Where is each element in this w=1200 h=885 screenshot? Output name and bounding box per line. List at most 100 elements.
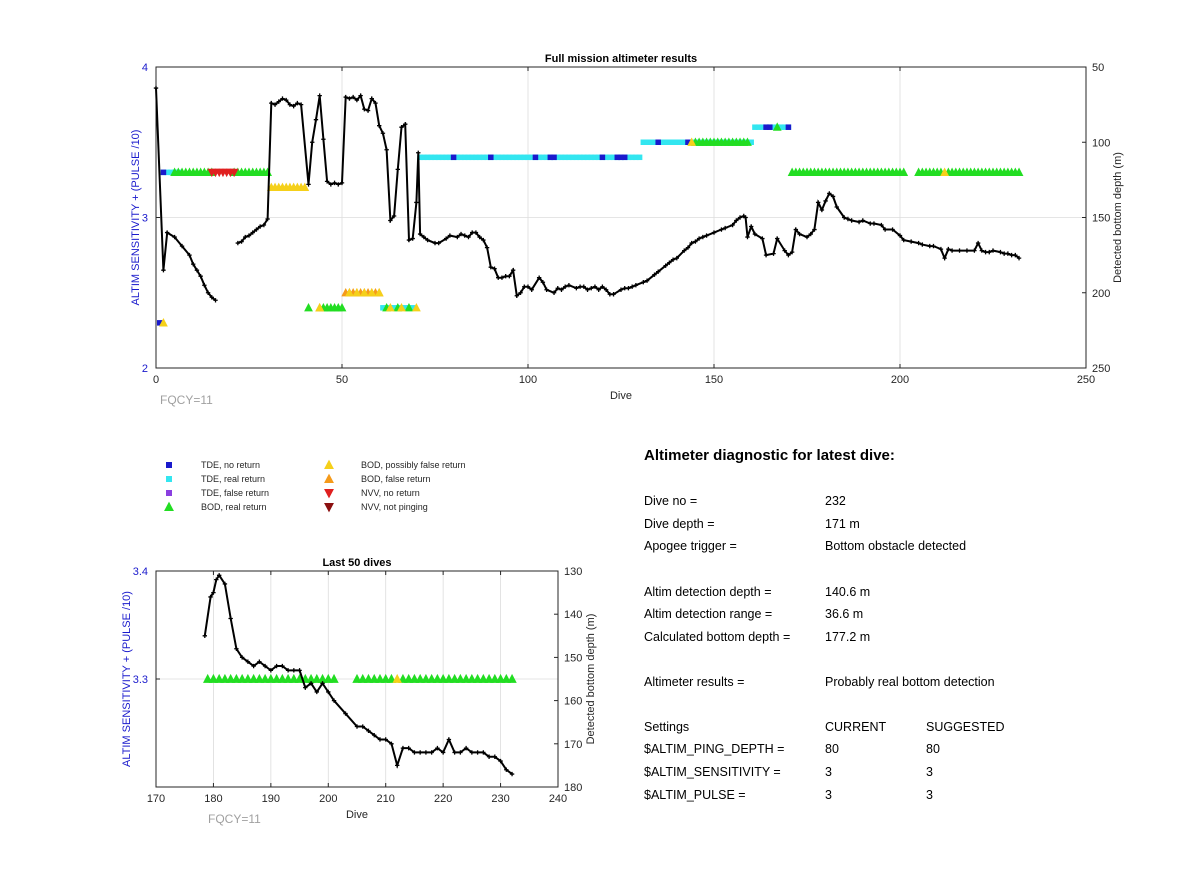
altimeter-marker <box>385 303 395 312</box>
bottom-depth-point <box>704 233 709 238</box>
bottom-depth-point <box>589 286 594 291</box>
settings-name: $ALTIM_SENSITIVITY = <box>644 765 781 779</box>
y2-tick-label: 150 <box>1092 213 1110 225</box>
bottom-depth-line <box>203 573 513 775</box>
bottom-depth-point <box>187 252 192 258</box>
bottom-depth-point <box>377 737 383 742</box>
bottom-depth-point <box>208 594 213 600</box>
bottom-depth-point <box>498 758 503 764</box>
bottom-depth-point <box>946 246 951 252</box>
bottom-depth-point <box>463 745 469 751</box>
bottom-depth-point <box>481 750 486 755</box>
bottom-depth-point <box>563 284 568 289</box>
bottom-depth-point <box>331 698 337 703</box>
bottom-depth-point <box>458 750 463 755</box>
bottom-depth-point <box>797 231 802 237</box>
bottom-depth-point <box>525 284 531 289</box>
altimeter-marker <box>424 154 431 161</box>
altimeter-marker <box>651 139 658 145</box>
settings-header: CURRENT <box>825 720 887 734</box>
altimeter-marker <box>781 124 788 130</box>
full-mission-chart: 0 50 100 150 200 250 2 3 4 50 100 150 200 250 Full mis… <box>130 53 1124 407</box>
bottom-depth-point <box>522 284 527 289</box>
y-axis-label: ALTIM SENSITIVITY + (PULSE /10) <box>130 130 142 306</box>
altimeter-marker <box>159 318 168 327</box>
bottom-depth-point <box>443 236 449 241</box>
bottom-depth-point <box>332 180 337 186</box>
legend-label: TDE, no return <box>201 460 260 470</box>
legend-label: TDE, real return <box>201 474 265 484</box>
altimeter-marker <box>428 154 435 161</box>
bottom-depth-point <box>161 267 166 273</box>
diagnostic-value: 140.6 m <box>825 585 871 599</box>
altimeter-marker <box>785 124 792 130</box>
altimeter-marker <box>772 122 782 131</box>
altimeter-marker <box>454 154 461 161</box>
bottom-depth-point <box>440 750 446 755</box>
altimeter-marker <box>655 139 661 145</box>
bottom-depth-point <box>198 273 203 279</box>
bottom-depth-point <box>211 590 216 595</box>
altimeter-marker <box>595 154 602 161</box>
altimeter-marker <box>160 169 167 176</box>
bottom-depth-point <box>682 248 687 253</box>
bottom-depth-point <box>153 85 159 91</box>
altimeter-marker <box>156 320 163 326</box>
diagnostic-value: 171 m <box>825 517 860 531</box>
bottom-depth-point <box>979 248 985 253</box>
bottom-depth-point <box>600 284 605 289</box>
bottom-depth-point <box>314 689 319 695</box>
bottom-depth-point <box>752 231 758 237</box>
altimeter-marker <box>584 154 591 161</box>
altimeter-marker <box>1014 167 1024 176</box>
bottom-depth-point <box>719 227 724 232</box>
altimeter-marker <box>367 287 377 297</box>
y2-tick-label: 200 <box>1092 288 1110 300</box>
bottom-depth-point <box>466 234 471 240</box>
bottom-depth-point <box>1013 252 1018 258</box>
altimeter-marker <box>543 154 550 161</box>
altimeter-marker <box>562 154 568 161</box>
altimeter-marker <box>759 124 766 130</box>
diagnostic-title: Altimeter diagnostic for latest dive: <box>644 447 895 464</box>
bottom-depth-point <box>432 240 438 246</box>
legend: TDE, no return TDE, real return TDE, false… <box>164 459 466 513</box>
last-50-dives-chart: 170 180 190 200 210 220 230 240 3.3 3.4 130 140 150 1… <box>121 557 597 826</box>
y-tick-label: 3 <box>142 213 148 225</box>
bottom-depth-point <box>447 233 453 238</box>
bottom-depth-point <box>412 750 417 755</box>
bottom-depth-series <box>202 573 515 777</box>
bottom-depth-point <box>435 745 440 751</box>
altimeter-marker <box>603 154 609 161</box>
settings-name: $ALTIM_PING_DEPTH = <box>644 742 785 756</box>
altimeter-marker <box>462 154 468 161</box>
bottom-depth-point <box>987 249 992 255</box>
altimeter-marker <box>573 154 580 161</box>
bottom-depth-point <box>477 234 482 240</box>
bottom-depth-point <box>295 100 300 106</box>
bottom-depth-point <box>990 248 996 253</box>
diagnostic-label: Dive no = <box>644 494 698 508</box>
altimeter-marker <box>469 154 475 161</box>
altimeter-marker <box>510 154 516 161</box>
legend-label: BOD, false return <box>361 474 431 484</box>
bottom-depth-point <box>202 633 208 638</box>
bottom-depth-point <box>462 233 467 238</box>
altimeter-marker <box>359 287 369 297</box>
bottom-depth-point <box>510 267 516 273</box>
bottom-depth-point <box>369 96 374 101</box>
bottom-depth-point <box>916 240 921 246</box>
bottom-depth-point <box>618 287 624 292</box>
bottom-depth-point <box>603 287 609 292</box>
bottom-depth-point <box>819 207 825 213</box>
bottom-depth-point <box>213 298 218 303</box>
bottom-depth-point <box>239 655 245 660</box>
altimeter-marker <box>940 167 950 176</box>
bottom-depth-point <box>908 239 914 244</box>
bottom-depth-point <box>749 224 754 229</box>
altimeter-marker <box>755 124 762 130</box>
bottom-depth-point <box>975 240 981 246</box>
bottom-depth-point <box>577 284 583 289</box>
altimeter-marker <box>391 305 397 311</box>
legend-label: TDE, false return <box>201 488 269 498</box>
